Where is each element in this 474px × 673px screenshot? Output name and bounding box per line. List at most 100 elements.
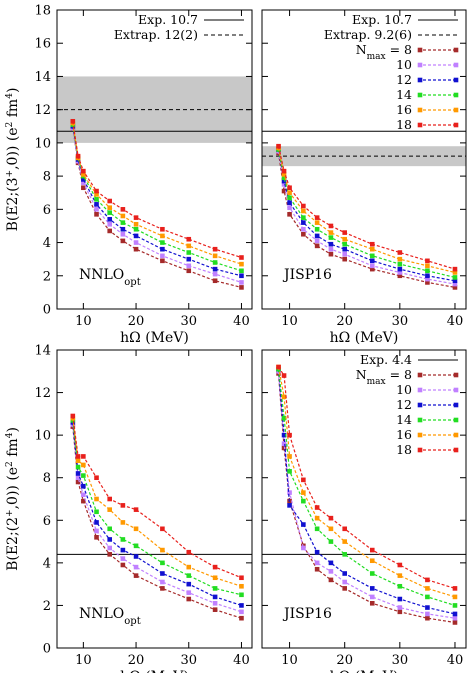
data-point-nmax-14 bbox=[107, 210, 113, 215]
data-point-nmax-18 bbox=[425, 258, 430, 264]
data-point-nmax-8 bbox=[452, 620, 458, 625]
data-point-nmax-14 bbox=[107, 526, 113, 532]
legend-series-marker-8 bbox=[453, 47, 459, 53]
data-point-nmax-8 bbox=[301, 231, 306, 237]
data-point-nmax-8 bbox=[107, 228, 113, 234]
data-point-nmax-10 bbox=[452, 281, 458, 287]
data-point-nmax-18 bbox=[287, 185, 292, 191]
data-point-nmax-16 bbox=[301, 208, 306, 214]
data-point-nmax-18 bbox=[276, 364, 281, 370]
data-point-nmax-16 bbox=[281, 394, 287, 400]
data-point-nmax-12 bbox=[81, 483, 86, 489]
data-point-nmax-8 bbox=[314, 243, 320, 249]
data-point-nmax-12 bbox=[425, 605, 430, 610]
data-point-nmax-14 bbox=[160, 560, 165, 566]
data-point-nmax-16 bbox=[160, 233, 165, 239]
data-point-nmax-18 bbox=[94, 475, 99, 481]
data-point-nmax-16 bbox=[301, 490, 306, 495]
data-point-nmax-14 bbox=[287, 195, 292, 201]
series-line-nmax-18 bbox=[277, 146, 456, 270]
series-line-nmax-12 bbox=[277, 369, 456, 615]
data-point-nmax-16 bbox=[120, 520, 126, 525]
plot-frame bbox=[56, 9, 253, 310]
plot-frame bbox=[261, 9, 467, 310]
data-point-nmax-18 bbox=[452, 586, 458, 591]
x-tick-label: 10 bbox=[75, 314, 92, 329]
data-point-nmax-8 bbox=[314, 566, 320, 572]
data-point-nmax-18 bbox=[342, 526, 348, 532]
data-point-nmax-10 bbox=[133, 240, 139, 245]
data-point-nmax-14 bbox=[133, 543, 139, 549]
data-point-nmax-12 bbox=[287, 503, 292, 508]
data-point-nmax-12 bbox=[314, 549, 320, 555]
data-point-nmax-14 bbox=[239, 268, 244, 274]
data-point-nmax-18 bbox=[397, 250, 403, 255]
data-point-nmax-10 bbox=[301, 226, 306, 232]
data-point-nmax-14 bbox=[314, 226, 320, 232]
data-point-nmax-14 bbox=[301, 498, 306, 504]
x-tick-label: 40 bbox=[447, 653, 464, 668]
data-point-nmax-8 bbox=[281, 188, 287, 194]
data-point-nmax-10 bbox=[287, 490, 292, 495]
data-point-nmax-10 bbox=[369, 263, 375, 269]
data-point-nmax-8 bbox=[186, 268, 192, 274]
data-point-nmax-10 bbox=[160, 253, 165, 259]
data-point-nmax-18 bbox=[107, 198, 113, 204]
legend-series-label-14: 14 bbox=[396, 412, 412, 427]
data-point-nmax-18 bbox=[314, 215, 320, 220]
data-point-nmax-18 bbox=[75, 454, 81, 459]
chart-panel-bottom-left: 10 20 30 40 0 2 4 6 8 10 12 14 hΩ (MeV) B(E2;(2+,0)) … bbox=[5, 344, 253, 673]
x-tick-label: 10 bbox=[75, 653, 92, 668]
data-point-nmax-16 bbox=[328, 230, 334, 235]
data-point-nmax-16 bbox=[94, 496, 99, 502]
data-point-nmax-12 bbox=[342, 246, 348, 252]
data-point-nmax-10 bbox=[186, 263, 192, 269]
data-point-nmax-12 bbox=[212, 266, 218, 272]
data-point-nmax-10 bbox=[342, 251, 348, 257]
series-line-nmax-10 bbox=[72, 424, 242, 613]
data-point-nmax-16 bbox=[281, 172, 287, 177]
data-point-nmax-10 bbox=[369, 594, 375, 600]
data-point-nmax-8 bbox=[328, 577, 334, 583]
data-point-nmax-16 bbox=[212, 253, 218, 259]
data-point-nmax-16 bbox=[160, 547, 165, 553]
data-point-nmax-10 bbox=[212, 601, 218, 606]
data-point-nmax-10 bbox=[281, 441, 287, 446]
data-point-nmax-18 bbox=[120, 207, 126, 212]
data-point-nmax-12 bbox=[301, 522, 306, 527]
data-point-nmax-8 bbox=[160, 586, 165, 591]
data-point-nmax-8 bbox=[133, 573, 139, 578]
x-tick-label: 30 bbox=[180, 314, 197, 329]
data-point-nmax-16 bbox=[342, 539, 348, 544]
data-point-nmax-14 bbox=[397, 583, 403, 589]
data-point-nmax-12 bbox=[160, 571, 165, 576]
y-tick-label: 14 bbox=[34, 344, 51, 359]
data-point-nmax-10 bbox=[94, 528, 99, 534]
data-point-nmax-8 bbox=[425, 615, 430, 621]
data-point-nmax-14 bbox=[452, 275, 458, 280]
data-point-nmax-18 bbox=[276, 143, 281, 149]
data-point-nmax-18 bbox=[287, 432, 292, 438]
data-point-nmax-14 bbox=[281, 415, 287, 421]
data-point-nmax-12 bbox=[120, 226, 126, 232]
legend-series-marker-14 bbox=[417, 92, 423, 98]
data-point-nmax-14 bbox=[328, 539, 334, 544]
panel-annotation: NNLOopt bbox=[79, 267, 141, 288]
data-point-nmax-14 bbox=[452, 603, 458, 608]
data-point-nmax-10 bbox=[81, 492, 86, 498]
data-point-nmax-14 bbox=[94, 197, 99, 202]
data-point-nmax-18 bbox=[70, 413, 76, 419]
data-point-nmax-14 bbox=[75, 464, 81, 470]
data-point-nmax-8 bbox=[81, 185, 86, 191]
panel-annotation: JISP16 bbox=[282, 267, 332, 283]
data-point-nmax-8 bbox=[212, 278, 218, 284]
data-point-nmax-18 bbox=[239, 255, 244, 260]
data-point-nmax-10 bbox=[186, 590, 192, 595]
data-point-nmax-12 bbox=[397, 266, 403, 272]
data-point-nmax-14 bbox=[186, 573, 192, 578]
data-point-nmax-18 bbox=[369, 547, 375, 553]
y-tick-label: 6 bbox=[43, 203, 51, 218]
data-point-nmax-12 bbox=[107, 217, 113, 222]
